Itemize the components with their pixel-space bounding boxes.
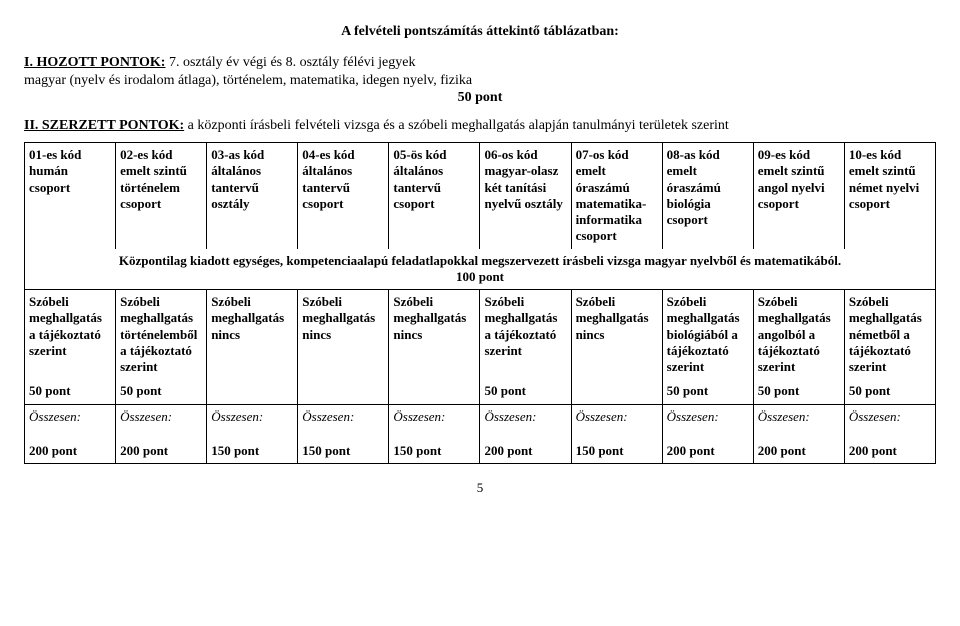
written-exam-points: 100 pont [456, 269, 504, 284]
table-header-row: 01-es kód humán csoport 02-es kód emelt … [25, 143, 936, 249]
section2-label: II. SZERZETT PONTOK: [24, 118, 184, 133]
oral-07: Szóbeli meghallgatás nincs [571, 290, 662, 380]
col-08: 08-as kód emelt óraszámú biológia csopor… [662, 143, 753, 249]
total-lbl-09: Összesen: [753, 404, 844, 429]
oral-row: Szóbeli meghallgatás a tájékoztató szeri… [25, 290, 936, 380]
oral-pts-04 [298, 379, 389, 404]
total-lbl-06: Összesen: [480, 404, 571, 429]
written-exam-cell: Központilag kiadott egységes, kompetenci… [25, 249, 936, 290]
total-lbl-04: Összesen: [298, 404, 389, 429]
oral-points-row: 50 pont 50 pont 50 pont 50 pont 50 pont … [25, 379, 936, 404]
total-02: 200 pont [116, 429, 207, 464]
col-04: 04-es kód általános tantervű csoport [298, 143, 389, 249]
oral-09: Szóbeli meghallgatás angolból a tájékozt… [753, 290, 844, 380]
total-10: 200 pont [844, 429, 935, 464]
total-lbl-02: Összesen: [116, 404, 207, 429]
total-06: 200 pont [480, 429, 571, 464]
total-lbl-08: Összesen: [662, 404, 753, 429]
section1-heading: I. HOZOTT PONTOK: 7. osztály év végi és … [24, 54, 936, 72]
oral-pts-09: 50 pont [753, 379, 844, 404]
col-10: 10-es kód emelt szintű német nyelvi csop… [844, 143, 935, 249]
section1-subjects: magyar (nyelv és irodalom átlaga), törté… [24, 72, 936, 90]
total-09: 200 pont [753, 429, 844, 464]
oral-10: Szóbeli meghallgatás németből a tájékozt… [844, 290, 935, 380]
page-number: 5 [24, 480, 936, 496]
oral-03: Szóbeli meghallgatás nincs [207, 290, 298, 380]
col-07: 07-os kód emelt óraszámú matematika-info… [571, 143, 662, 249]
oral-08: Szóbeli meghallgatás biológiából a tájék… [662, 290, 753, 380]
oral-01: Szóbeli meghallgatás a tájékoztató szeri… [25, 290, 116, 380]
total-lbl-07: Összesen: [571, 404, 662, 429]
col-03: 03-as kód általános tantervű osztály [207, 143, 298, 249]
oral-pts-02: 50 pont [116, 379, 207, 404]
section1-points: 50 pont [24, 89, 936, 107]
col-06: 06-os kód magyar-olasz két tanítási nyel… [480, 143, 571, 249]
oral-pts-10: 50 pont [844, 379, 935, 404]
col-09: 09-es kód emelt szintű angol nyelvi csop… [753, 143, 844, 249]
total-label-row: Összesen: Összesen: Összesen: Összesen: … [25, 404, 936, 429]
section1-rest: 7. osztály év végi és 8. osztály félévi … [165, 55, 415, 70]
total-01: 200 pont [25, 429, 116, 464]
total-03: 150 pont [207, 429, 298, 464]
points-table: 01-es kód humán csoport 02-es kód emelt … [24, 142, 936, 464]
oral-05: Szóbeli meghallgatás nincs [389, 290, 480, 380]
total-lbl-10: Összesen: [844, 404, 935, 429]
oral-pts-03 [207, 379, 298, 404]
total-04: 150 pont [298, 429, 389, 464]
oral-04: Szóbeli meghallgatás nincs [298, 290, 389, 380]
written-exam-row: Központilag kiadott egységes, kompetenci… [25, 249, 936, 290]
oral-pts-01: 50 pont [25, 379, 116, 404]
total-lbl-05: Összesen: [389, 404, 480, 429]
total-08: 200 pont [662, 429, 753, 464]
oral-pts-07 [571, 379, 662, 404]
col-05: 05-ös kód általános tantervű csoport [389, 143, 480, 249]
section1-label: I. HOZOTT PONTOK: [24, 55, 165, 70]
total-value-row: 200 pont 200 pont 150 pont 150 pont 150 … [25, 429, 936, 464]
oral-pts-06: 50 pont [480, 379, 571, 404]
total-lbl-03: Összesen: [207, 404, 298, 429]
col-02: 02-es kód emelt szintű történelem csopor… [116, 143, 207, 249]
col-01: 01-es kód humán csoport [25, 143, 116, 249]
oral-pts-05 [389, 379, 480, 404]
section2-heading: II. SZERZETT PONTOK: a központi írásbeli… [24, 117, 936, 135]
oral-pts-08: 50 pont [662, 379, 753, 404]
total-lbl-01: Összesen: [25, 404, 116, 429]
total-05: 150 pont [389, 429, 480, 464]
written-exam-line1: Központilag kiadott egységes, kompetenci… [119, 253, 841, 268]
section2-rest: a központi írásbeli felvételi vizsga és … [184, 118, 729, 133]
page-title: A felvételi pontszámítás áttekintő táblá… [24, 24, 936, 40]
total-07: 150 pont [571, 429, 662, 464]
oral-06: Szóbeli meghallgatás a tájékoztató szeri… [480, 290, 571, 380]
oral-02: Szóbeli meghallgatás történelemből a táj… [116, 290, 207, 380]
